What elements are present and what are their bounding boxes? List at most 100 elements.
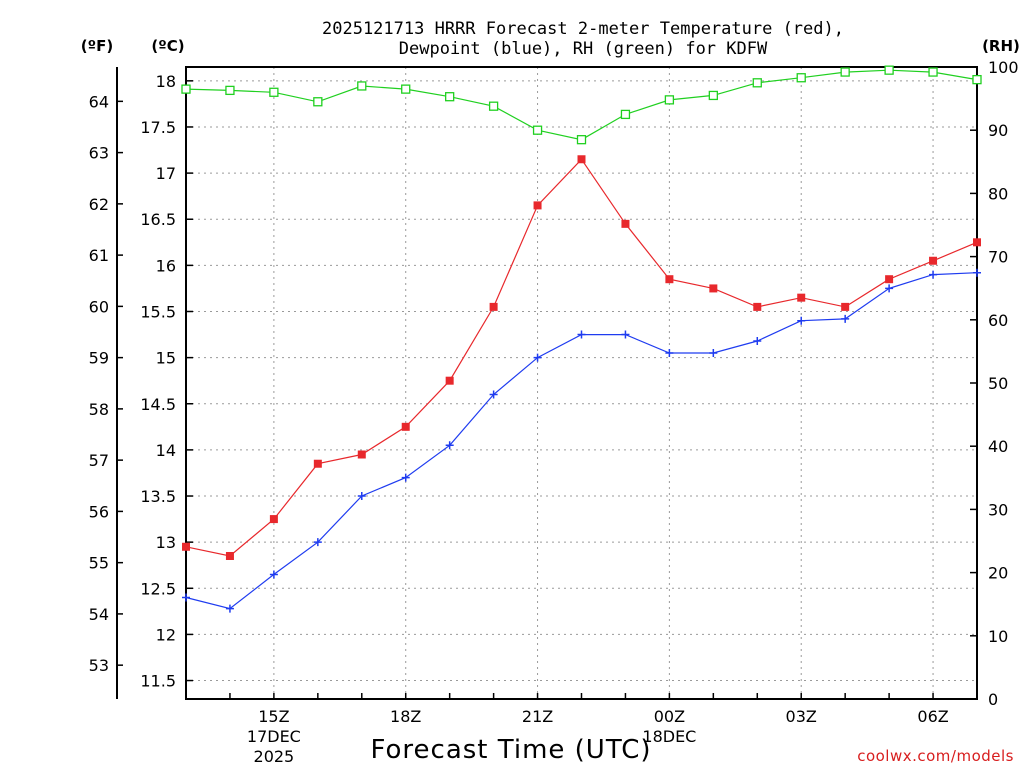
fahrenheit-tick-label: 53 bbox=[89, 656, 109, 675]
rh-unit-label: (RH) bbox=[982, 37, 1020, 55]
temperature-point bbox=[269, 515, 278, 524]
dewpoint-series-line bbox=[185, 272, 978, 610]
rh-point bbox=[181, 84, 191, 94]
dewpoint-point bbox=[533, 353, 542, 362]
dewpoint-point bbox=[489, 390, 498, 399]
celsius-tick-label: 16 bbox=[156, 256, 176, 275]
temperature-point bbox=[885, 275, 894, 284]
rh-point bbox=[445, 92, 455, 102]
temperature-point bbox=[357, 450, 366, 459]
rh-point bbox=[884, 65, 894, 75]
rh-point bbox=[313, 97, 323, 107]
chart-title-line1: 2025121713 HRRR Forecast 2-meter Tempera… bbox=[322, 19, 844, 39]
fahrenheit-tick-label: 55 bbox=[89, 554, 109, 573]
dewpoint-point bbox=[269, 570, 278, 579]
rh-point bbox=[752, 78, 762, 88]
celsius-tick-label: 15.5 bbox=[140, 302, 176, 321]
celsius-tick-label: 14 bbox=[156, 441, 176, 460]
temperature-point bbox=[182, 542, 190, 551]
fahrenheit-tick-label: 61 bbox=[89, 246, 109, 265]
rh-tick-label: 40 bbox=[988, 437, 1008, 456]
x-tick-label: 03Z bbox=[786, 707, 817, 726]
rh-point bbox=[796, 73, 806, 83]
dewpoint-point bbox=[973, 268, 981, 277]
rh-tick-label: 0 bbox=[988, 690, 998, 709]
celsius-unit-label: (ºC) bbox=[151, 37, 184, 55]
x-tick-label: 18Z bbox=[390, 707, 421, 726]
rh-tick-label: 50 bbox=[988, 374, 1008, 393]
temperature-point bbox=[621, 219, 630, 228]
temperature-point bbox=[401, 422, 410, 431]
dewpoint-point bbox=[357, 492, 366, 501]
fahrenheit-tick-label: 60 bbox=[89, 297, 109, 316]
celsius-tick-label: 12 bbox=[156, 625, 176, 644]
x-tick-label: 06Z bbox=[917, 707, 948, 726]
celsius-tick-label: 12.5 bbox=[140, 579, 176, 598]
rh-tick-label: 100 bbox=[988, 58, 1019, 77]
rh-tick-label: 70 bbox=[988, 248, 1008, 267]
x-tick-label: 15Z bbox=[258, 707, 289, 726]
rh-point bbox=[532, 125, 543, 135]
rh-point bbox=[401, 84, 411, 94]
axes: 53 54 55 56 57 58 59 60 61 62 63 64 11.5 12 12.5 13 13.5… bbox=[89, 58, 1019, 766]
rh-point bbox=[225, 85, 235, 96]
credit-text: coolwx.com/models bbox=[857, 747, 1014, 765]
dewpoint-point bbox=[929, 270, 938, 279]
rh-point bbox=[488, 101, 499, 111]
rh-point bbox=[928, 67, 938, 77]
celsius-tick-label: 11.5 bbox=[140, 672, 176, 691]
dewpoint-point bbox=[577, 330, 586, 339]
x-tick-label: 21Z bbox=[522, 707, 553, 726]
rh-tick-label: 10 bbox=[988, 627, 1008, 646]
celsius-tick-label: 13 bbox=[156, 533, 176, 552]
dewpoint-point bbox=[841, 314, 850, 323]
x-year-label: 2025 bbox=[254, 747, 295, 766]
fahrenheit-tick-label: 56 bbox=[89, 502, 109, 521]
celsius-tick-label: 13.5 bbox=[140, 487, 176, 506]
rh-point bbox=[708, 90, 718, 101]
fahrenheit-tick-label: 58 bbox=[89, 400, 109, 419]
dewpoint-point bbox=[885, 284, 894, 293]
celsius-tick-label: 17.5 bbox=[140, 118, 176, 137]
fahrenheit-tick-label: 62 bbox=[89, 195, 109, 214]
series-layer bbox=[181, 65, 982, 613]
dewpoint-point bbox=[182, 593, 190, 602]
temperature-point bbox=[753, 302, 762, 311]
fahrenheit-tick-label: 54 bbox=[89, 605, 109, 624]
temperature-point bbox=[533, 201, 542, 210]
rh-point bbox=[840, 67, 850, 77]
rh-point bbox=[620, 109, 631, 120]
dewpoint-point bbox=[797, 316, 806, 325]
temperature-point bbox=[709, 284, 718, 293]
temperature-point bbox=[225, 551, 234, 560]
fahrenheit-tick-label: 64 bbox=[89, 92, 109, 111]
dewpoint-point bbox=[445, 441, 454, 450]
temperature-point bbox=[577, 155, 586, 164]
rh-tick-label: 90 bbox=[988, 121, 1008, 140]
temperature-point bbox=[841, 302, 850, 311]
x-axis-title: Forecast Time (UTC) bbox=[370, 735, 651, 765]
dewpoint-point bbox=[225, 604, 234, 613]
x-tick-label: 00Z bbox=[654, 707, 685, 726]
rh-point bbox=[357, 81, 367, 91]
fahrenheit-tick-label: 57 bbox=[89, 451, 109, 470]
temperature-point bbox=[445, 376, 454, 385]
rh-point bbox=[269, 87, 279, 97]
temperature-point bbox=[313, 459, 322, 468]
rh-point bbox=[664, 95, 675, 105]
fahrenheit-unit-label: (ºF) bbox=[81, 37, 113, 55]
celsius-tick-label: 14.5 bbox=[140, 395, 176, 414]
temperature-point bbox=[797, 293, 806, 302]
fahrenheit-tick-label: 63 bbox=[89, 144, 109, 163]
x-date-label: 17DEC bbox=[247, 727, 301, 746]
celsius-tick-label: 15 bbox=[156, 349, 176, 368]
dewpoint-point bbox=[313, 538, 322, 547]
fahrenheit-tick-label: 59 bbox=[89, 349, 109, 368]
dewpoint-point bbox=[621, 330, 630, 339]
rh-point bbox=[972, 74, 982, 85]
dewpoint-point bbox=[753, 337, 762, 346]
dewpoint-point bbox=[401, 473, 410, 482]
dewpoint-point bbox=[665, 349, 674, 358]
temperature-point bbox=[489, 302, 498, 311]
